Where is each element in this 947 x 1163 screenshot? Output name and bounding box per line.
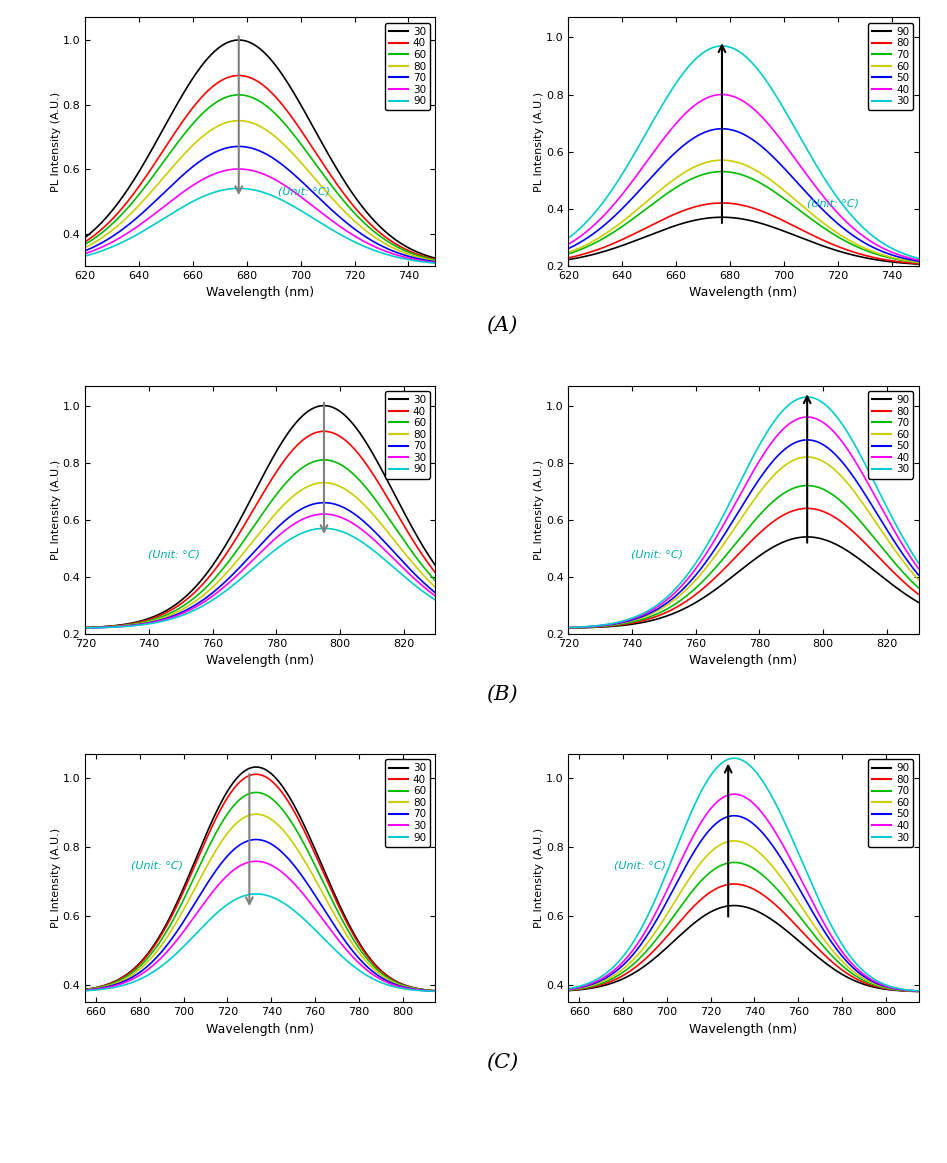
Y-axis label: PL Intensity (A.U.): PL Intensity (A.U.) <box>534 459 545 559</box>
X-axis label: Wavelength (nm): Wavelength (nm) <box>689 286 797 299</box>
Text: (B): (B) <box>486 684 518 704</box>
Legend: 90, 80, 70, 60, 50, 40, 30: 90, 80, 70, 60, 50, 40, 30 <box>868 759 914 847</box>
Legend: 90, 80, 70, 60, 50, 40, 30: 90, 80, 70, 60, 50, 40, 30 <box>868 22 914 110</box>
Y-axis label: PL Intensity (A.U.): PL Intensity (A.U.) <box>534 828 545 928</box>
Legend: 90, 80, 70, 60, 50, 40, 30: 90, 80, 70, 60, 50, 40, 30 <box>868 391 914 478</box>
Y-axis label: PL Intensity (A.U.): PL Intensity (A.U.) <box>51 92 62 192</box>
X-axis label: Wavelength (nm): Wavelength (nm) <box>689 655 797 668</box>
Legend: 30, 40, 60, 80, 70, 30, 90: 30, 40, 60, 80, 70, 30, 90 <box>384 759 430 847</box>
Text: (Unit: °C): (Unit: °C) <box>807 199 859 208</box>
Legend: 30, 40, 60, 80, 70, 30, 90: 30, 40, 60, 80, 70, 30, 90 <box>384 391 430 478</box>
Text: (Unit: °C): (Unit: °C) <box>149 549 200 559</box>
Text: (A): (A) <box>486 316 518 335</box>
Text: (Unit: °C): (Unit: °C) <box>131 861 183 871</box>
Text: (Unit: °C): (Unit: °C) <box>632 549 684 559</box>
Legend: 30, 40, 60, 80, 70, 30, 90: 30, 40, 60, 80, 70, 30, 90 <box>384 22 430 110</box>
X-axis label: Wavelength (nm): Wavelength (nm) <box>206 286 314 299</box>
X-axis label: Wavelength (nm): Wavelength (nm) <box>206 1022 314 1035</box>
Text: (Unit: °C): (Unit: °C) <box>277 186 330 197</box>
Text: (Unit: °C): (Unit: °C) <box>614 861 666 871</box>
X-axis label: Wavelength (nm): Wavelength (nm) <box>206 655 314 668</box>
Y-axis label: PL Intensity (A.U.): PL Intensity (A.U.) <box>51 459 62 559</box>
Y-axis label: PL Intensity (A.U.): PL Intensity (A.U.) <box>534 92 545 192</box>
X-axis label: Wavelength (nm): Wavelength (nm) <box>689 1022 797 1035</box>
Y-axis label: PL Intensity (A.U.): PL Intensity (A.U.) <box>51 828 62 928</box>
Text: (C): (C) <box>486 1053 518 1071</box>
